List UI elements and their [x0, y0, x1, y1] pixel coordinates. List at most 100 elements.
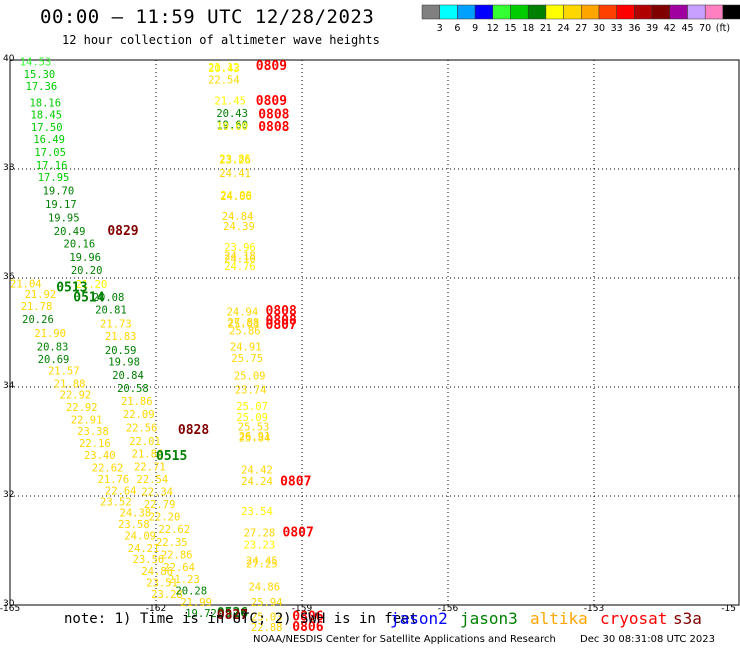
- y-tick-label: 34: [3, 381, 15, 391]
- orbit-time-label: 0808: [266, 304, 297, 319]
- wave-height-value: 24.21: [128, 543, 160, 555]
- x-tick-label: -162: [146, 604, 166, 614]
- wave-height-value: 19.60: [216, 120, 248, 132]
- wave-height-value: 25.03: [251, 611, 283, 623]
- wave-height-value: 18.16: [29, 97, 61, 109]
- x-tick-label: -153: [584, 604, 604, 614]
- colorbar-label: 21: [540, 23, 552, 34]
- orbit-time-label: 0526: [217, 606, 248, 621]
- colorbar-label: 24: [558, 23, 570, 34]
- orbit-time-label: 0513: [56, 281, 87, 296]
- wave-height-value: 19.17: [45, 199, 77, 211]
- orbit-time-label: 0514: [73, 290, 104, 305]
- colorbar-label: 36: [628, 23, 640, 34]
- colorbar-label: 70: [699, 23, 711, 34]
- y-tick-label: 38: [3, 163, 15, 173]
- wave-height-value: 27.25: [246, 558, 278, 570]
- wave-height-value: 21.76: [98, 474, 130, 486]
- wave-height-value: 23.85: [219, 153, 251, 165]
- wave-height-value: 22.35: [156, 537, 188, 549]
- wave-height-value: 21.86: [132, 448, 164, 460]
- orbit-time-label: 0827: [217, 608, 248, 623]
- legend-jason2: jason2: [390, 609, 448, 628]
- wave-height-value: 20.20: [71, 265, 103, 277]
- wave-height-value: 24.24: [241, 476, 273, 488]
- wave-height-value: 20.69: [38, 354, 70, 366]
- wave-height-value: 22.92: [60, 389, 92, 401]
- wave-height-value: 24.39: [223, 221, 255, 233]
- wave-height-value: 24.18: [224, 250, 256, 262]
- wave-height-value: 20.08: [93, 292, 125, 304]
- wave-height-value: 19.72: [185, 608, 217, 620]
- wave-height-value: 22.79: [144, 499, 176, 511]
- wave-height-value: 22.54: [208, 74, 240, 86]
- footer-timestamp: Dec 30 08:31:08 UTC 2023: [580, 634, 715, 645]
- wave-height-value: 22.56: [126, 423, 158, 435]
- colorbar-label: 18: [522, 23, 534, 34]
- wave-height-value: 22.09: [123, 409, 155, 421]
- wave-height-value: 22.54: [137, 474, 169, 486]
- colorbar-label: 27: [575, 23, 587, 34]
- wave-height-value: 24.90: [220, 190, 252, 202]
- wave-height-value: 19.60: [216, 121, 248, 133]
- wave-height-value: 19.70: [43, 186, 75, 198]
- orbit-time-label: 0828: [178, 423, 209, 438]
- wave-height-value: 23.52: [100, 496, 132, 508]
- colorbar-label: (ft): [716, 23, 730, 34]
- wave-height-value: 18.45: [30, 109, 62, 121]
- page-subtitle: 12 hour collection of altimeter wave hei…: [62, 33, 380, 47]
- wave-height-value: 17.95: [38, 172, 70, 184]
- wave-height-value: 25.09: [236, 412, 268, 424]
- wave-height-value: 20.28: [175, 586, 207, 598]
- colorbar-label: 39: [646, 23, 658, 34]
- orbit-time-label: 0515: [156, 449, 187, 464]
- wave-height-value: 22.71: [134, 461, 166, 473]
- colorbar-label: 30: [593, 23, 605, 34]
- wave-height-value: 23.51: [146, 577, 178, 589]
- wave-height-value: 24.91: [230, 341, 262, 353]
- wave-height-value: 25.53: [238, 422, 270, 434]
- wave-height-value: 24.09: [124, 531, 156, 543]
- wave-height-value: 17.36: [26, 81, 58, 93]
- wave-height-value: 25.75: [231, 353, 263, 365]
- wave-height-value: 20.81: [95, 304, 127, 316]
- wave-height-value: 24.10: [224, 254, 256, 266]
- wave-height-value: 24.86: [141, 566, 173, 578]
- map-frame: [9, 59, 740, 606]
- legend-s3a: s3a: [673, 609, 702, 628]
- orbit-time-label: 0808: [258, 107, 289, 122]
- wave-height-value: 26.91: [239, 431, 271, 443]
- wave-height-value: 20.43: [208, 63, 240, 75]
- wave-height-value: 15.30: [24, 69, 56, 81]
- colorbar-label: 12: [487, 23, 499, 34]
- wave-height-value: 24.45: [246, 556, 278, 568]
- wave-height-value: 21.57: [48, 365, 80, 377]
- y-tick-label: 40: [3, 54, 15, 64]
- wave-height-value: 21.99: [180, 597, 212, 609]
- wave-height-value: 20.59: [105, 345, 137, 357]
- wave-height-value: 22.62: [158, 524, 190, 536]
- wave-height-value: 24.94: [227, 307, 259, 319]
- legend-jason3: jason3: [460, 609, 518, 628]
- wave-height-value: 22.64: [105, 485, 137, 497]
- color-scale-bar: 3 6 9 12 15 18 21 24 27 30 33 36 39 42 45 70 (ft): [421, 4, 740, 34]
- orbit-time-label: 0807: [280, 475, 311, 490]
- orbit-time-label: 0807: [283, 525, 314, 540]
- x-tick-label: -165: [0, 604, 20, 614]
- wave-height-value: 23.23: [244, 539, 276, 551]
- footer-credit: NOAA/NESDIS Center for Satellite Applica…: [253, 634, 556, 645]
- wave-height-value: 21.23: [168, 574, 200, 586]
- wave-height-value: 27.88: [228, 317, 260, 329]
- wave-height-value: 27.28: [244, 527, 276, 539]
- wave-height-value: 21.90: [34, 328, 66, 340]
- wave-height-value: 14.53: [20, 56, 52, 68]
- wave-height-value: 19.96: [69, 252, 101, 264]
- wave-height-value: 16.49: [33, 134, 65, 146]
- wave-height-value: 24.86: [248, 581, 280, 593]
- wave-height-value: 21.73: [100, 319, 132, 331]
- colorbar-swatch: [722, 4, 740, 20]
- orbit-time-label: 0809: [256, 59, 287, 74]
- wave-height-value: 17.50: [31, 122, 63, 134]
- wave-height-value: 21.88: [54, 379, 86, 391]
- wave-height-value: 21.12: [208, 62, 240, 74]
